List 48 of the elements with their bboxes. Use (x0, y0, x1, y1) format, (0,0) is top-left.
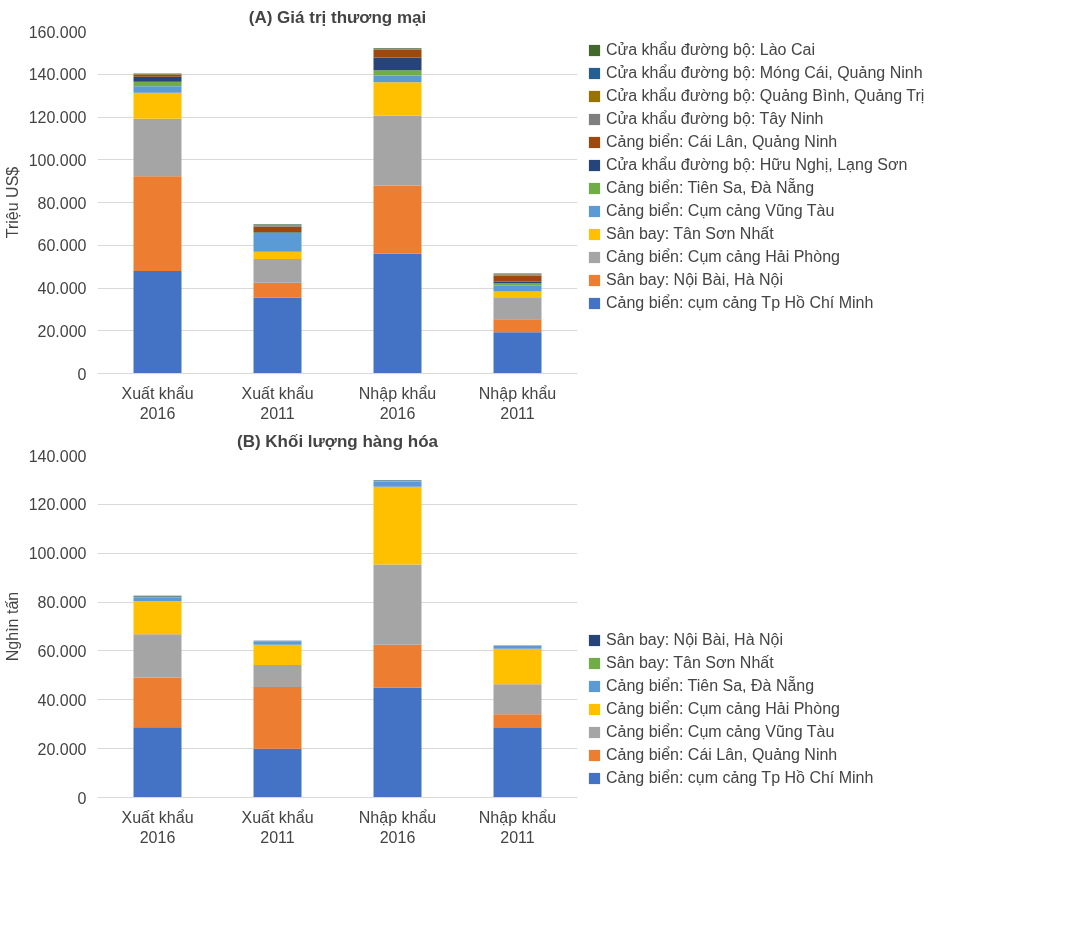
legend-label: Sân bay: Tân Sơn Nhất (606, 654, 774, 672)
y-axis-title: Triệu US$ (3, 166, 21, 239)
legend-label: Cảng biển: Cụm cảng Hải Phòng (606, 248, 840, 266)
legend-label: Sân bay: Nội Bài, Hà Nội (606, 631, 783, 649)
legend-label: Cảng biển: Tiên Sa, Đà Nẵng (606, 179, 815, 197)
legend-label: Cảng biển: Cụm cảng Vũng Tàu (606, 202, 835, 220)
chart-title: (B) Khối lượng hàng hóa (237, 431, 439, 451)
legend-label: Sân bay: Tân Sơn Nhất (606, 225, 774, 243)
legend-label: Cửa khẩu đường bộ: Quảng Bình, Quảng Trị (606, 87, 925, 105)
y-tick-label: 60.000 (37, 642, 87, 660)
x-tick-label: Nhập khẩu 2011 (478, 384, 557, 422)
x-tick-label: Nhập khẩu 2016 (358, 808, 437, 846)
y-tick-label: 160.000 (28, 23, 87, 41)
legend-label: Cảng biển: Cụm cảng Vũng Tàu (606, 723, 835, 741)
y-tick-label: 80.000 (37, 194, 87, 212)
y-tick-label: 0 (77, 365, 87, 383)
y-tick-label: 140.000 (28, 447, 87, 465)
y-axis-title: Nghìn tấn (3, 591, 21, 662)
y-tick-label: 60.000 (37, 237, 87, 255)
x-tick-label: Nhập khẩu 2016 (358, 384, 437, 422)
y-tick-label: 0 (77, 789, 87, 807)
y-tick-label: 40.000 (37, 280, 87, 297)
x-tick-label: Nhập khẩu 2011 (478, 808, 557, 846)
y-tick-label: 40.000 (37, 691, 87, 709)
legend-label: Sân bay: Nội Bài, Hà Nội (606, 271, 783, 289)
y-tick-label: 120.000 (28, 496, 87, 514)
legend-label: Cửa khẩu đường bộ: Tây Ninh (606, 110, 824, 128)
legend-label: Cảng biển: Tiên Sa, Đà Nẵng (606, 677, 815, 695)
legend-label: Cửa khẩu đường bộ: Hữu Nghị, Lạng Sơn (606, 156, 908, 174)
legend-label: Cảng biển: Cái Lân, Quảng Ninh (606, 133, 838, 151)
legend-label: Cảng biển: cụm cảng Tp Hồ Chí Minh (606, 769, 874, 787)
x-tick-label: Xuất khẩu 2016 (121, 384, 194, 422)
x-tick-label: Xuất khẩu 2011 (241, 808, 314, 846)
x-tick-label: Xuất khẩu 2011 (241, 384, 314, 422)
x-tick-label: Xuất khẩu 2016 (121, 808, 194, 846)
y-tick-label: 80.000 (37, 594, 87, 612)
y-tick-label: 100.000 (28, 151, 87, 169)
legend-label: Cửa khẩu đường bộ: Lào Cai (606, 41, 815, 59)
legend-label: Cảng biển: Cụm cảng Hải Phòng (606, 700, 840, 718)
legend-label: Cảng biển: Cái Lân, Quảng Ninh (606, 746, 838, 764)
y-tick-label: 140.000 (28, 66, 87, 84)
y-tick-label: 20.000 (37, 322, 87, 340)
legend-label: Cảng biển: cụm cảng Tp Hồ Chí Minh (606, 294, 874, 312)
y-tick-label: 100.000 (28, 545, 87, 563)
y-tick-label: 20.000 (37, 740, 87, 758)
chart-title: (A) Giá trị thương mại (248, 7, 427, 27)
y-tick-label: 120.000 (28, 109, 87, 126)
legend-label: Cửa khẩu đường bộ: Móng Cái, Quảng Ninh (606, 64, 923, 82)
